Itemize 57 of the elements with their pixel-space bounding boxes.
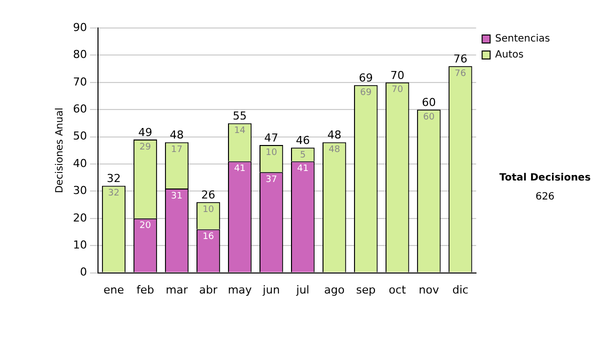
data-label: 41: [234, 164, 246, 174]
x-tick-label: nov: [418, 283, 440, 296]
text: 626: [535, 192, 555, 203]
x-tick-label: mar: [166, 283, 188, 296]
total-label: 46: [296, 134, 310, 148]
total-label: 49: [138, 126, 152, 139]
data-label: 32: [108, 188, 120, 199]
y-tick-label: 10: [72, 238, 87, 252]
y-tick-label: 30: [72, 184, 87, 198]
y-tick-label: 80: [72, 48, 87, 62]
y-tick-label: 90: [72, 20, 87, 34]
total-label: 76: [453, 52, 468, 66]
x-tick-label: oct: [388, 283, 407, 296]
data-label: 20: [140, 221, 152, 232]
x-tick-label: may: [228, 283, 252, 296]
y-tick-label: 50: [72, 130, 87, 143]
data-label: 17: [171, 145, 183, 156]
total-label: 48: [327, 128, 342, 142]
data-label: 48: [328, 145, 340, 156]
x-tick-label: feb: [136, 283, 154, 296]
legend-label: Autos: [495, 50, 524, 61]
data-label: 31: [171, 191, 183, 202]
x-tick-label: ago: [324, 283, 345, 296]
y-tick-label: 0: [80, 266, 87, 279]
data-label: 16: [202, 232, 214, 242]
data-label: 60: [423, 112, 435, 122]
data-label: 76: [454, 68, 466, 79]
x-tick-label: jun: [262, 283, 280, 296]
y-tick-label: 60: [72, 102, 87, 116]
x-tick-label: ene: [103, 283, 124, 296]
x-tick-label: sep: [356, 283, 376, 296]
total-label: 55: [232, 110, 247, 123]
total-label: 60: [422, 96, 436, 109]
total-label: 69: [358, 71, 373, 84]
total-label: 48: [170, 128, 184, 142]
data-label: 41: [297, 164, 309, 174]
data-label: 29: [140, 142, 152, 152]
total-label: 26: [201, 188, 216, 202]
y-axis-title: Decisiones Anual: [54, 108, 66, 194]
data-label: 10: [202, 204, 214, 215]
legend-label: Sentencias: [495, 34, 550, 45]
data-label: 10: [266, 148, 278, 158]
x-tick-label: dic: [452, 283, 468, 296]
x-tick-label: jul: [295, 283, 310, 296]
text: Total Decisiones: [499, 172, 591, 184]
total-label: 47: [264, 131, 278, 144]
data-label: 14: [234, 126, 246, 136]
total-label: 32: [106, 172, 121, 186]
total-label: 70: [390, 68, 404, 82]
y-tick-label: 20: [72, 211, 87, 224]
data-label: 70: [392, 85, 404, 96]
y-tick-label: 40: [72, 156, 87, 170]
x-tick-label: abr: [199, 283, 218, 296]
y-tick-label: 70: [72, 75, 87, 88]
data-label: 5: [300, 150, 306, 161]
data-label: 69: [360, 88, 372, 98]
data-label: 37: [266, 175, 278, 186]
